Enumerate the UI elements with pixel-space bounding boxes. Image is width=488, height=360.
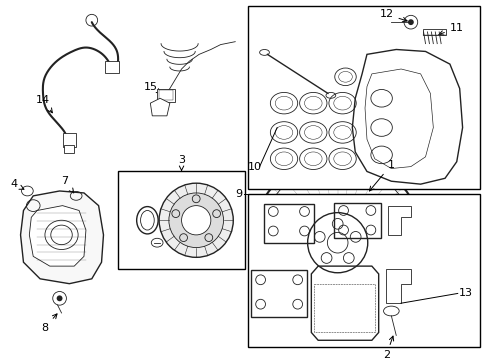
Bar [247,5,479,189]
Circle shape [181,206,210,235]
Bar [314,284,374,333]
Text: 12: 12 [379,9,407,22]
Bar [62,134,76,147]
Bar [105,61,119,73]
Text: 11: 11 [438,23,463,35]
Bar [422,29,445,35]
Text: 8: 8 [41,314,57,333]
Text: 10: 10 [247,162,262,172]
Text: 1: 1 [369,159,394,191]
Text: 9: 9 [234,189,242,199]
Text: 5: 5 [146,246,155,261]
Bar [263,204,314,243]
Text: 15: 15 [143,82,161,93]
Bar [157,89,174,102]
Ellipse shape [383,306,398,316]
Text: 6: 6 [129,203,140,218]
Polygon shape [150,98,169,116]
Polygon shape [20,191,103,284]
Bar [333,203,380,238]
Circle shape [168,193,223,248]
Text: 4: 4 [10,179,24,189]
Circle shape [307,213,367,273]
Circle shape [292,198,382,287]
Bar [64,145,74,153]
Text: 7: 7 [61,176,74,193]
Bar [247,194,479,347]
Text: 14: 14 [36,95,52,113]
Text: 2: 2 [382,336,393,360]
Bar [250,270,307,317]
Circle shape [57,296,62,301]
Text: 3: 3 [178,155,184,171]
Bar [118,171,244,269]
Circle shape [407,19,413,25]
Circle shape [159,183,233,257]
Bar [159,90,172,100]
Polygon shape [29,206,86,266]
Text: 13: 13 [457,288,471,298]
